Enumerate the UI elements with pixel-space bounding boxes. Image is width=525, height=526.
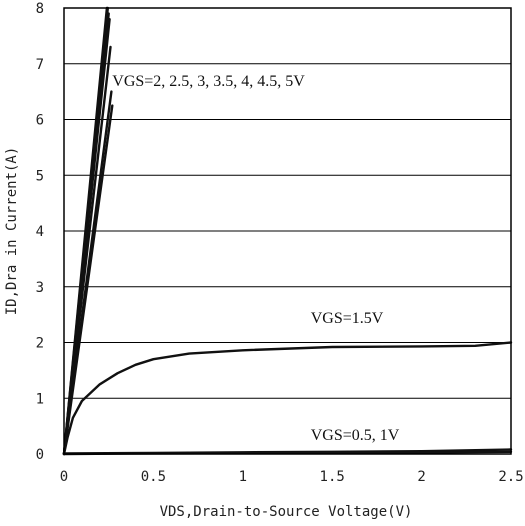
x-tick-label-2: 1 <box>239 469 247 485</box>
annotation-2: VGS=0.5, 1V <box>311 427 400 444</box>
series-line-7 <box>62 341 513 456</box>
plot-frame <box>63 7 512 455</box>
y-tick-label-8: 8 <box>36 1 44 17</box>
x-tick-label-1: 0.5 <box>141 469 166 485</box>
y-tick-label-0: 0 <box>36 447 44 463</box>
grid-lines <box>64 63 511 399</box>
annotation-0: VGS=2, 2.5, 3, 3.5, 4, 4.5, 5V <box>112 73 305 90</box>
y-tick-label-3: 3 <box>36 280 44 296</box>
y-tick-label-5: 5 <box>36 168 44 184</box>
x-tick-label-3: 1.5 <box>320 469 345 485</box>
x-axis-label: VDS,Drain-to-Source Voltage(V) <box>160 504 413 520</box>
y-tick-label-4: 4 <box>36 224 44 240</box>
x-tick-label-0: 0 <box>60 469 68 485</box>
series-group <box>62 6 513 456</box>
y-tick-label-2: 2 <box>36 336 44 352</box>
annotations: VGS=2, 2.5, 3, 3.5, 4, 4.5, 5V VGS=1.5V VG… <box>112 73 399 444</box>
y-tick-label-7: 7 <box>36 57 44 73</box>
y-axis-label: ID,Dra in Current(A) <box>4 147 20 316</box>
y-tick-label-1: 1 <box>36 391 44 407</box>
x-tick-label-5: 2.5 <box>498 469 523 485</box>
series-line-6 <box>62 104 114 456</box>
y-tick-labels: 0 1 2 3 4 5 6 7 8 <box>36 1 44 463</box>
x-tick-label-4: 2 <box>417 469 425 485</box>
y-tick-label-6: 6 <box>36 113 44 129</box>
x-tick-labels: 0 0.5 1 1.5 2 2.5 <box>60 469 524 485</box>
annotation-1: VGS=1.5V <box>311 310 384 327</box>
